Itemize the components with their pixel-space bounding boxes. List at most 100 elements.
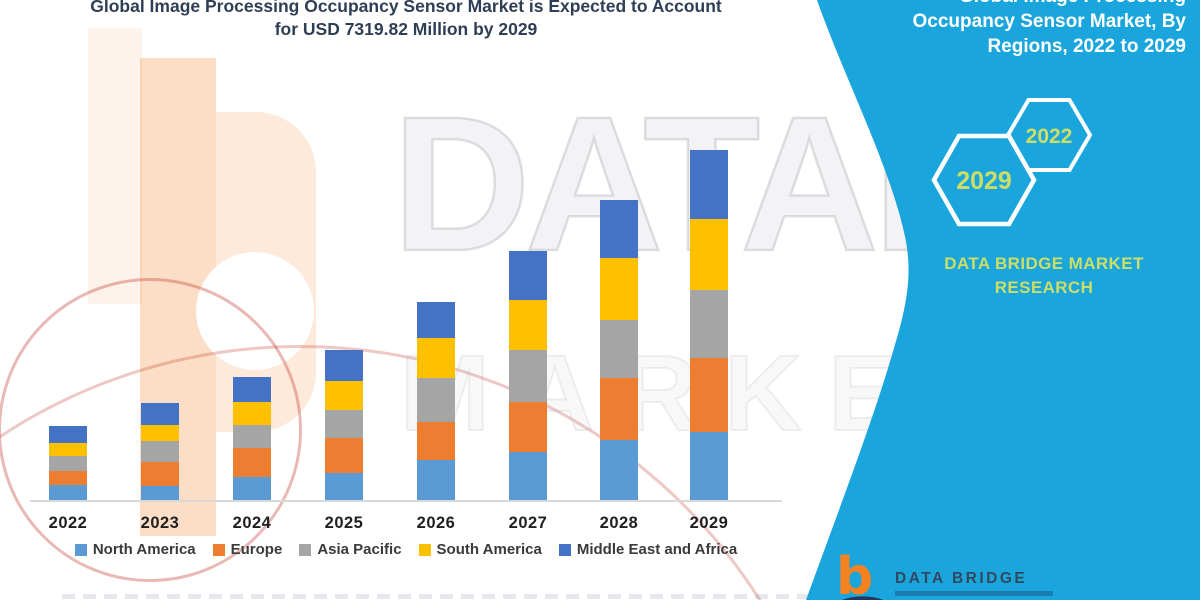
chart-title-line1: Global Image Processing Occupancy Sensor… bbox=[90, 0, 722, 16]
blue-panel-shape bbox=[806, 0, 1200, 600]
bar-segment-2023-europe bbox=[141, 461, 179, 486]
bar-segment-2025-asia-pacific bbox=[325, 410, 363, 439]
x-axis-label-2025: 2025 bbox=[324, 514, 364, 532]
panel-heading-line3: Regions, 2022 to 2029 bbox=[987, 36, 1186, 57]
legend-item-north-america: North America bbox=[74, 541, 196, 558]
hexagon-2022 bbox=[1005, 98, 1093, 172]
panel-brand-line2: RESEARCH bbox=[994, 278, 1094, 297]
bar-segment-2023-north-america bbox=[141, 485, 179, 500]
bar-segment-2028-europe bbox=[600, 378, 638, 440]
bar-2022 bbox=[49, 426, 87, 500]
x-axis: 2022 2023 2024 2025 2026 2027 2028 2029 bbox=[30, 514, 782, 538]
legend-label: South America bbox=[436, 541, 542, 558]
x-axis-label-2022: 2022 bbox=[48, 514, 88, 532]
bar-segment-2026-north-america bbox=[417, 460, 455, 500]
x-axis-label-2028: 2028 bbox=[599, 514, 639, 532]
bar-segment-2027-south-america bbox=[509, 299, 547, 350]
bar-segment-2026-europe bbox=[417, 422, 455, 461]
bar-segment-2027-north-america bbox=[509, 451, 547, 500]
hexagon-2029 bbox=[931, 133, 1037, 227]
bar-2028 bbox=[600, 200, 638, 500]
bar-segment-2026-asia-pacific bbox=[417, 378, 455, 423]
footer-brand-name: DATA BRIDGE bbox=[895, 570, 1028, 587]
x-axis-label-2027: 2027 bbox=[508, 514, 548, 532]
blue-panel-background bbox=[806, 0, 1200, 600]
bar-segment-2025-middle-east-and-africa bbox=[325, 350, 363, 382]
bar-segment-2029-europe bbox=[690, 358, 728, 432]
bar-segment-2026-middle-east-and-africa bbox=[417, 302, 455, 339]
stacked-bar-chart bbox=[30, 140, 782, 502]
bar-2026 bbox=[417, 302, 455, 500]
bar-segment-2022-europe bbox=[49, 470, 87, 486]
bar-segment-2029-south-america bbox=[690, 219, 728, 290]
legend-item-asia-pacific: Asia Pacific bbox=[299, 541, 402, 558]
panel-brand-text: DATA BRIDGE MARKET RESEARCH bbox=[898, 252, 1190, 300]
logo-swoosh-icon bbox=[842, 596, 884, 600]
bar-segment-2022-south-america bbox=[49, 443, 87, 457]
legend-swatch bbox=[74, 543, 87, 556]
legend-swatch bbox=[418, 543, 431, 556]
bar-segment-2024-south-america bbox=[233, 401, 271, 425]
legend-swatch bbox=[558, 543, 571, 556]
legend-item-europe: Europe bbox=[212, 541, 283, 558]
footer-brand-subline-cropped bbox=[895, 591, 1053, 596]
bar-segment-2027-middle-east-and-africa bbox=[509, 250, 547, 300]
bar-segment-2023-middle-east-and-africa bbox=[141, 403, 179, 425]
panel-heading-line1: Global Image Processing bbox=[845, 0, 1186, 9]
legend-swatch bbox=[212, 543, 225, 556]
bar-segment-2024-asia-pacific bbox=[233, 424, 271, 448]
bar-segment-2025-europe bbox=[325, 438, 363, 473]
x-axis-label-2023: 2023 bbox=[140, 514, 180, 532]
databridge-b-icon: b bbox=[836, 547, 874, 600]
x-axis-label-2024: 2024 bbox=[232, 514, 272, 532]
cropped-source-text bbox=[62, 594, 962, 599]
bar-segment-2029-north-america bbox=[690, 432, 728, 500]
chart-title-line2: for USD 7319.82 Million by 2029 bbox=[274, 19, 538, 39]
bar-segment-2027-europe bbox=[509, 401, 547, 452]
bar-segment-2028-middle-east-and-africa bbox=[600, 200, 638, 259]
bar-segment-2029-asia-pacific bbox=[690, 290, 728, 358]
year-hexagons: 2029 2022 bbox=[931, 98, 1093, 227]
bar-segment-2028-south-america bbox=[600, 258, 638, 321]
legend-swatch bbox=[299, 543, 312, 556]
legend-label: North America bbox=[92, 541, 196, 558]
legend-label: Middle East and Africa bbox=[576, 541, 738, 558]
bar-segment-2027-asia-pacific bbox=[509, 349, 547, 402]
footer-logo-text-block: DATA BRIDGE bbox=[895, 556, 1053, 596]
bar-2023 bbox=[141, 403, 179, 500]
bar-segment-2025-south-america bbox=[325, 381, 363, 411]
bar-segment-2023-south-america bbox=[141, 424, 179, 441]
bar-segment-2022-middle-east-and-africa bbox=[49, 426, 87, 444]
bar-segment-2026-south-america bbox=[417, 338, 455, 379]
legend-label: Europe bbox=[230, 541, 283, 558]
bar-segment-2023-asia-pacific bbox=[141, 440, 179, 462]
bar-segment-2028-asia-pacific bbox=[600, 320, 638, 379]
bar-2029 bbox=[690, 150, 728, 500]
chart-title: Global Image Processing Occupancy Sensor… bbox=[0, 0, 812, 41]
bar-segment-2024-europe bbox=[233, 447, 271, 477]
databridge-logo-mark: b bbox=[836, 551, 884, 600]
x-axis-label-2029: 2029 bbox=[689, 514, 729, 532]
panel-brand-line1: DATA BRIDGE MARKET bbox=[944, 254, 1144, 273]
x-axis-label-2026: 2026 bbox=[416, 514, 456, 532]
legend-label: Asia Pacific bbox=[317, 541, 402, 558]
chart-legend: North America Europe Asia Pacific South Ame… bbox=[20, 541, 792, 558]
panel-heading: Global Image Processing Occupancy Sensor… bbox=[845, 0, 1187, 59]
bar-2027 bbox=[509, 250, 547, 500]
hexagon-2029-label: 2029 bbox=[956, 167, 1012, 195]
bar-segment-2024-middle-east-and-africa bbox=[233, 376, 271, 402]
bar-2025 bbox=[325, 350, 363, 500]
footer-logo: b DATA BRIDGE bbox=[836, 551, 1053, 600]
bar-segment-2024-north-america bbox=[233, 477, 271, 500]
bar-segment-2022-asia-pacific bbox=[49, 456, 87, 471]
bar-segment-2022-north-america bbox=[49, 485, 87, 500]
watermark-logo-shape bbox=[88, 28, 142, 304]
hexagon-2022-label: 2022 bbox=[1026, 125, 1073, 148]
bar-segment-2025-north-america bbox=[325, 473, 363, 500]
legend-item-middle-east-and-africa: Middle East and Africa bbox=[558, 541, 738, 558]
bar-segment-2029-middle-east-and-africa bbox=[690, 150, 728, 219]
legend-item-south-america: South America bbox=[418, 541, 542, 558]
bar-2024 bbox=[233, 376, 271, 500]
bar-segment-2028-north-america bbox=[600, 440, 638, 500]
